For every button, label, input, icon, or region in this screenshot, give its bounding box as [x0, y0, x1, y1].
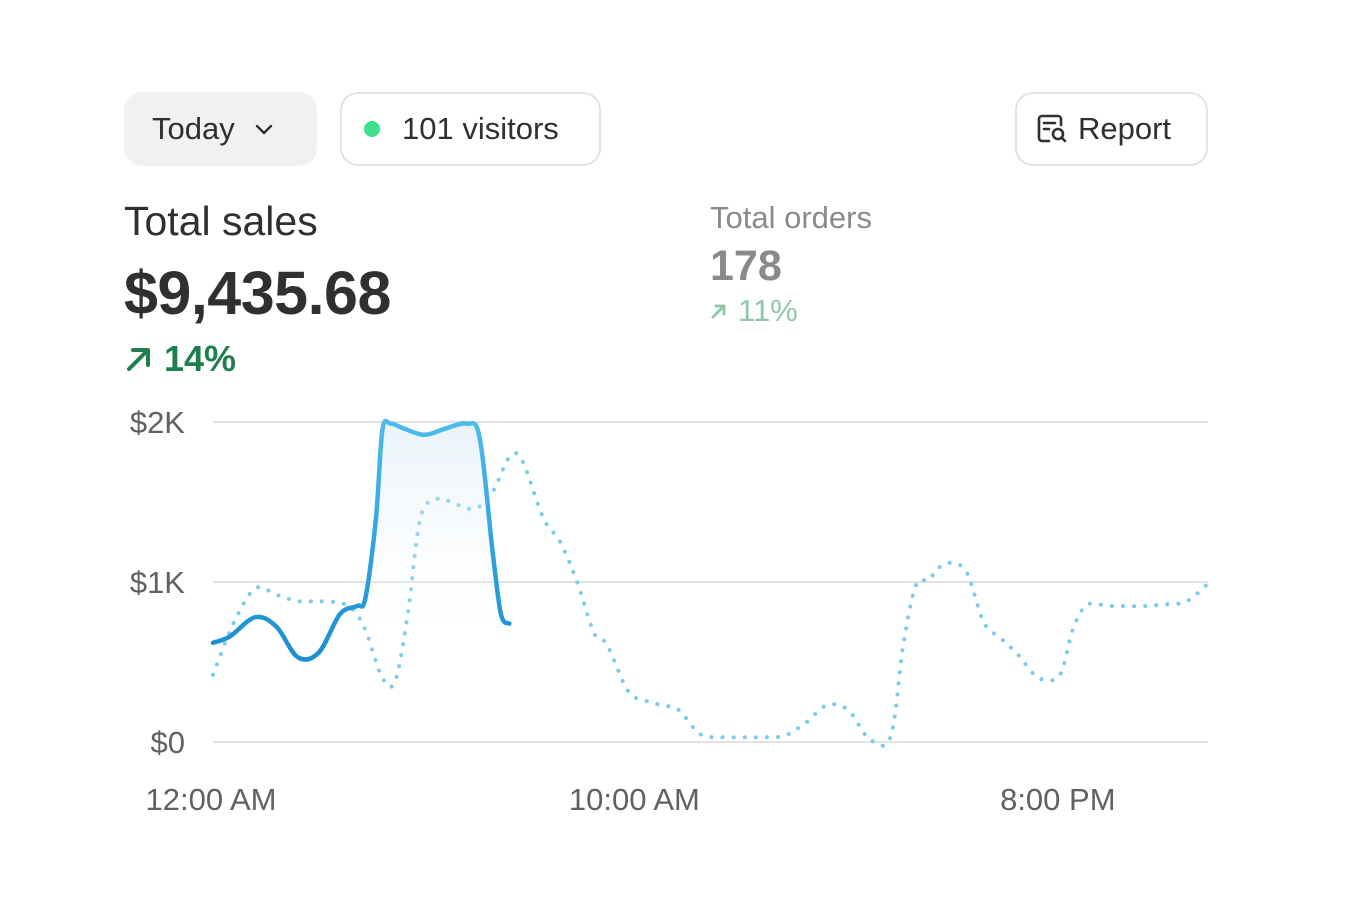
current-series-area [213, 420, 510, 660]
period-dropdown[interactable]: Today [124, 92, 317, 166]
current-series-line [210, 418, 512, 662]
y-tick-label: $1K [130, 565, 185, 600]
report-search-icon [1037, 114, 1067, 143]
y-tick-label: $2K [130, 405, 185, 440]
x-tick-label: 12:00 AM [146, 782, 277, 817]
sales-line-chart: $0 $1K $2K 12:00 AM 10:00 AM 8:00 PM [130, 405, 1210, 817]
total-sales-change: 14% [124, 338, 236, 380]
report-label: Report [1078, 111, 1172, 146]
chevron-down-icon [255, 124, 272, 135]
period-label: Today [152, 111, 235, 146]
total-sales-change-value: 14% [164, 338, 237, 379]
total-sales-value: $9,435.68 [124, 259, 391, 327]
total-orders-value: 178 [710, 242, 782, 290]
x-tick-label: 10:00 AM [569, 782, 700, 817]
total-sales-title: Total sales [124, 198, 318, 244]
report-button[interactable]: Report [1015, 92, 1208, 166]
total-orders-title: Total orders [710, 200, 872, 235]
arrow-up-right-icon [711, 304, 726, 319]
total-orders-change-value: 11% [738, 293, 798, 328]
total-orders-change: 11% [710, 293, 798, 329]
x-tick-label: 8:00 PM [1000, 782, 1115, 817]
arrow-up-right-icon [127, 348, 150, 371]
y-tick-label: $0 [151, 725, 185, 760]
visitors-label: 101 visitors [402, 111, 559, 146]
comparison-series-line [211, 451, 1210, 748]
live-status-dot [364, 121, 380, 137]
live-visitors-button[interactable]: 101 visitors [340, 92, 601, 166]
